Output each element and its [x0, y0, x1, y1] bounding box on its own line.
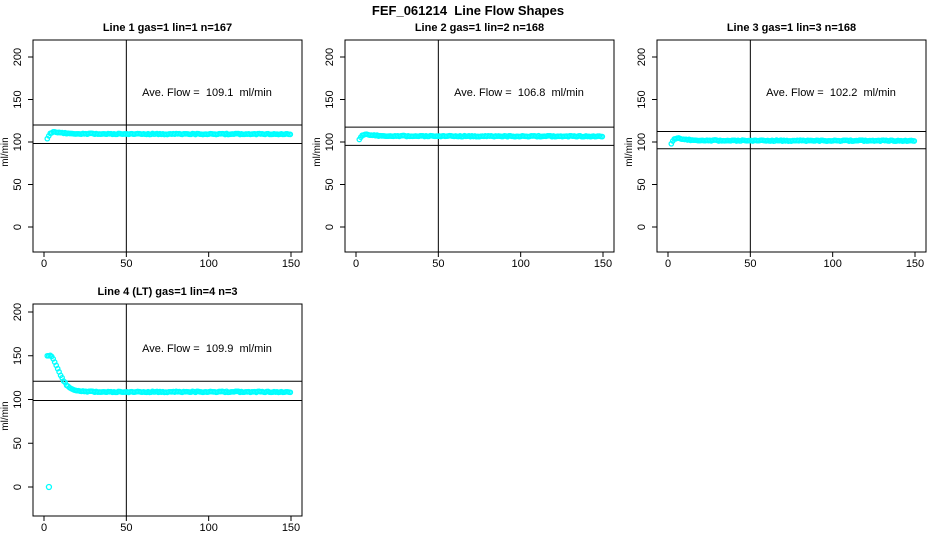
y-tick-label: 0 — [324, 224, 336, 230]
x-tick-label: 50 — [120, 522, 132, 534]
data-points — [668, 135, 918, 147]
flow-panel-2: 0 50 100 150 0 50 100 150 200 Line 2 gas=1 lin=2… — [312, 16, 624, 286]
flow-plot-2: 0 50 100 150 0 50 100 150 200 — [324, 39, 615, 270]
ave-flow-annotation: Ave. Flow = 106.8 ml/min — [454, 87, 584, 100]
panel-title: Line 2 gas=1 lin=2 n=168 — [414, 22, 545, 34]
data-points — [44, 352, 294, 491]
y-tick-label: 150 — [12, 90, 24, 108]
y-tick-label: 150 — [636, 90, 648, 108]
y-tick-label: 200 — [636, 48, 648, 66]
x-tick-label: 0 — [41, 522, 47, 534]
y-axis-label: ml/min — [0, 137, 11, 167]
x-tick-label: 50 — [432, 258, 444, 270]
flow-plot-1: 0 50 100 150 0 50 100 150 200 — [12, 39, 303, 270]
y-tick-label: 50 — [324, 178, 336, 190]
plot-box — [32, 39, 303, 253]
x-tick-label: 150 — [906, 258, 924, 270]
main-title: FEF_061214 Line Flow Shapes — [371, 3, 565, 18]
y-tick-label: 0 — [12, 484, 24, 490]
panel-title: Line 1 gas=1 lin=1 n=167 — [102, 22, 233, 34]
panel-title: Line 3 gas=1 lin=3 n=168 — [726, 22, 857, 34]
y-tick-label: 100 — [12, 390, 24, 408]
y-tick-label: 100 — [636, 133, 648, 151]
x-tick-label: 50 — [744, 258, 756, 270]
flow-panel-4: 0 50 100 150 0 50 100 150 200 Line 4 (LT) gas=1 … — [0, 280, 312, 540]
plot-box — [344, 39, 615, 253]
y-axis-label: ml/min — [624, 137, 635, 167]
y-tick-label: 50 — [12, 178, 24, 190]
y-tick-label: 200 — [324, 48, 336, 66]
y-tick-label: 150 — [12, 347, 24, 365]
x-tick-label: 0 — [353, 258, 359, 270]
y-tick-label: 150 — [324, 90, 336, 108]
panel-title: Line 4 (LT) gas=1 lin=4 n=3 — [97, 286, 238, 298]
y-tick-label: 50 — [636, 178, 648, 190]
flow-plot-4: 0 50 100 150 0 50 100 150 200 — [12, 303, 303, 534]
x-tick-label: 150 — [282, 258, 300, 270]
x-tick-label: 50 — [120, 258, 132, 270]
flow-panel-3: 0 50 100 150 0 50 100 150 200 Line 3 gas=1 lin=3… — [624, 16, 936, 286]
flow-plot-3: 0 50 100 150 0 50 100 150 200 — [636, 39, 927, 270]
y-axis-label: ml/min — [312, 137, 323, 167]
ave-flow-annotation: Ave. Flow = 109.1 ml/min — [142, 87, 272, 100]
x-tick-label: 100 — [823, 258, 841, 270]
x-tick-label: 0 — [665, 258, 671, 270]
x-tick-label: 100 — [199, 258, 217, 270]
ave-flow-annotation: Ave. Flow = 109.9 ml/min — [142, 343, 272, 356]
y-tick-label: 200 — [12, 48, 24, 66]
ave-flow-annotation: Ave. Flow = 102.2 ml/min — [766, 87, 896, 100]
x-tick-label: 150 — [594, 258, 612, 270]
y-axis-label: ml/min — [0, 401, 11, 431]
y-tick-label: 50 — [12, 437, 24, 449]
outlier-point — [45, 483, 53, 491]
y-tick-label: 200 — [12, 303, 24, 321]
plot-box — [656, 39, 927, 253]
x-tick-label: 150 — [282, 522, 300, 534]
x-tick-label: 100 — [199, 522, 217, 534]
flow-panel-1: 0 50 100 150 0 50 100 150 200 Line 1 gas=1 lin=1… — [0, 16, 312, 286]
x-tick-label: 0 — [41, 258, 47, 270]
y-tick-label: 0 — [636, 224, 648, 230]
x-tick-label: 100 — [511, 258, 529, 270]
y-tick-label: 100 — [324, 133, 336, 151]
data-points — [44, 128, 294, 142]
data-points — [356, 131, 606, 143]
y-tick-label: 0 — [12, 224, 24, 230]
y-tick-label: 100 — [12, 133, 24, 151]
plot-box — [32, 303, 303, 517]
